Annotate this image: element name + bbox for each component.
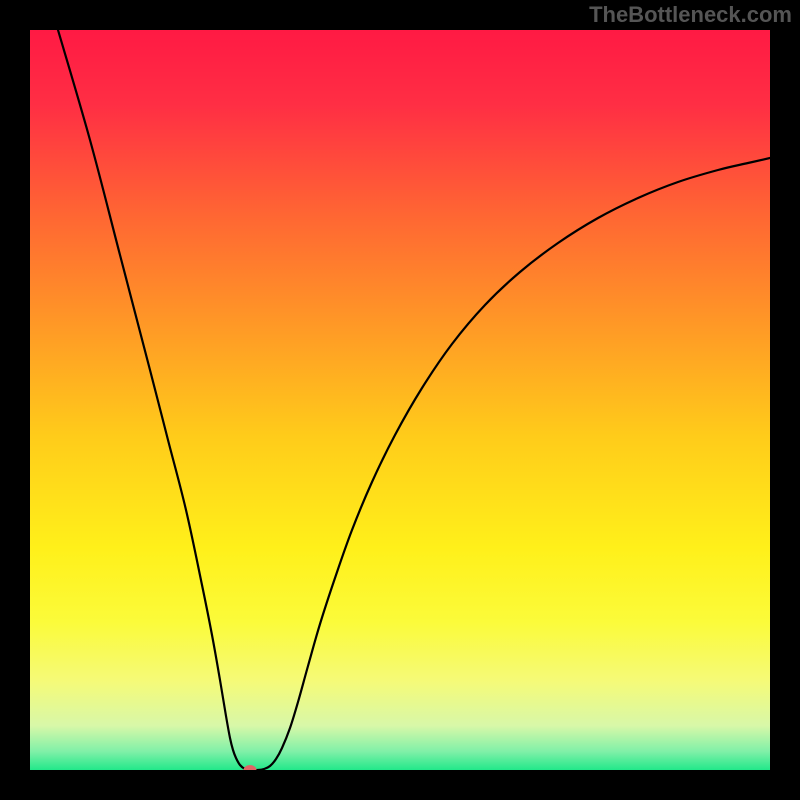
frame-left — [0, 0, 30, 800]
frame-bottom — [0, 770, 800, 800]
gradient-background — [30, 30, 770, 770]
plot-svg — [30, 30, 770, 770]
watermark-text: TheBottleneck.com — [589, 2, 792, 28]
plot-area — [30, 30, 770, 770]
frame-right — [770, 0, 800, 800]
